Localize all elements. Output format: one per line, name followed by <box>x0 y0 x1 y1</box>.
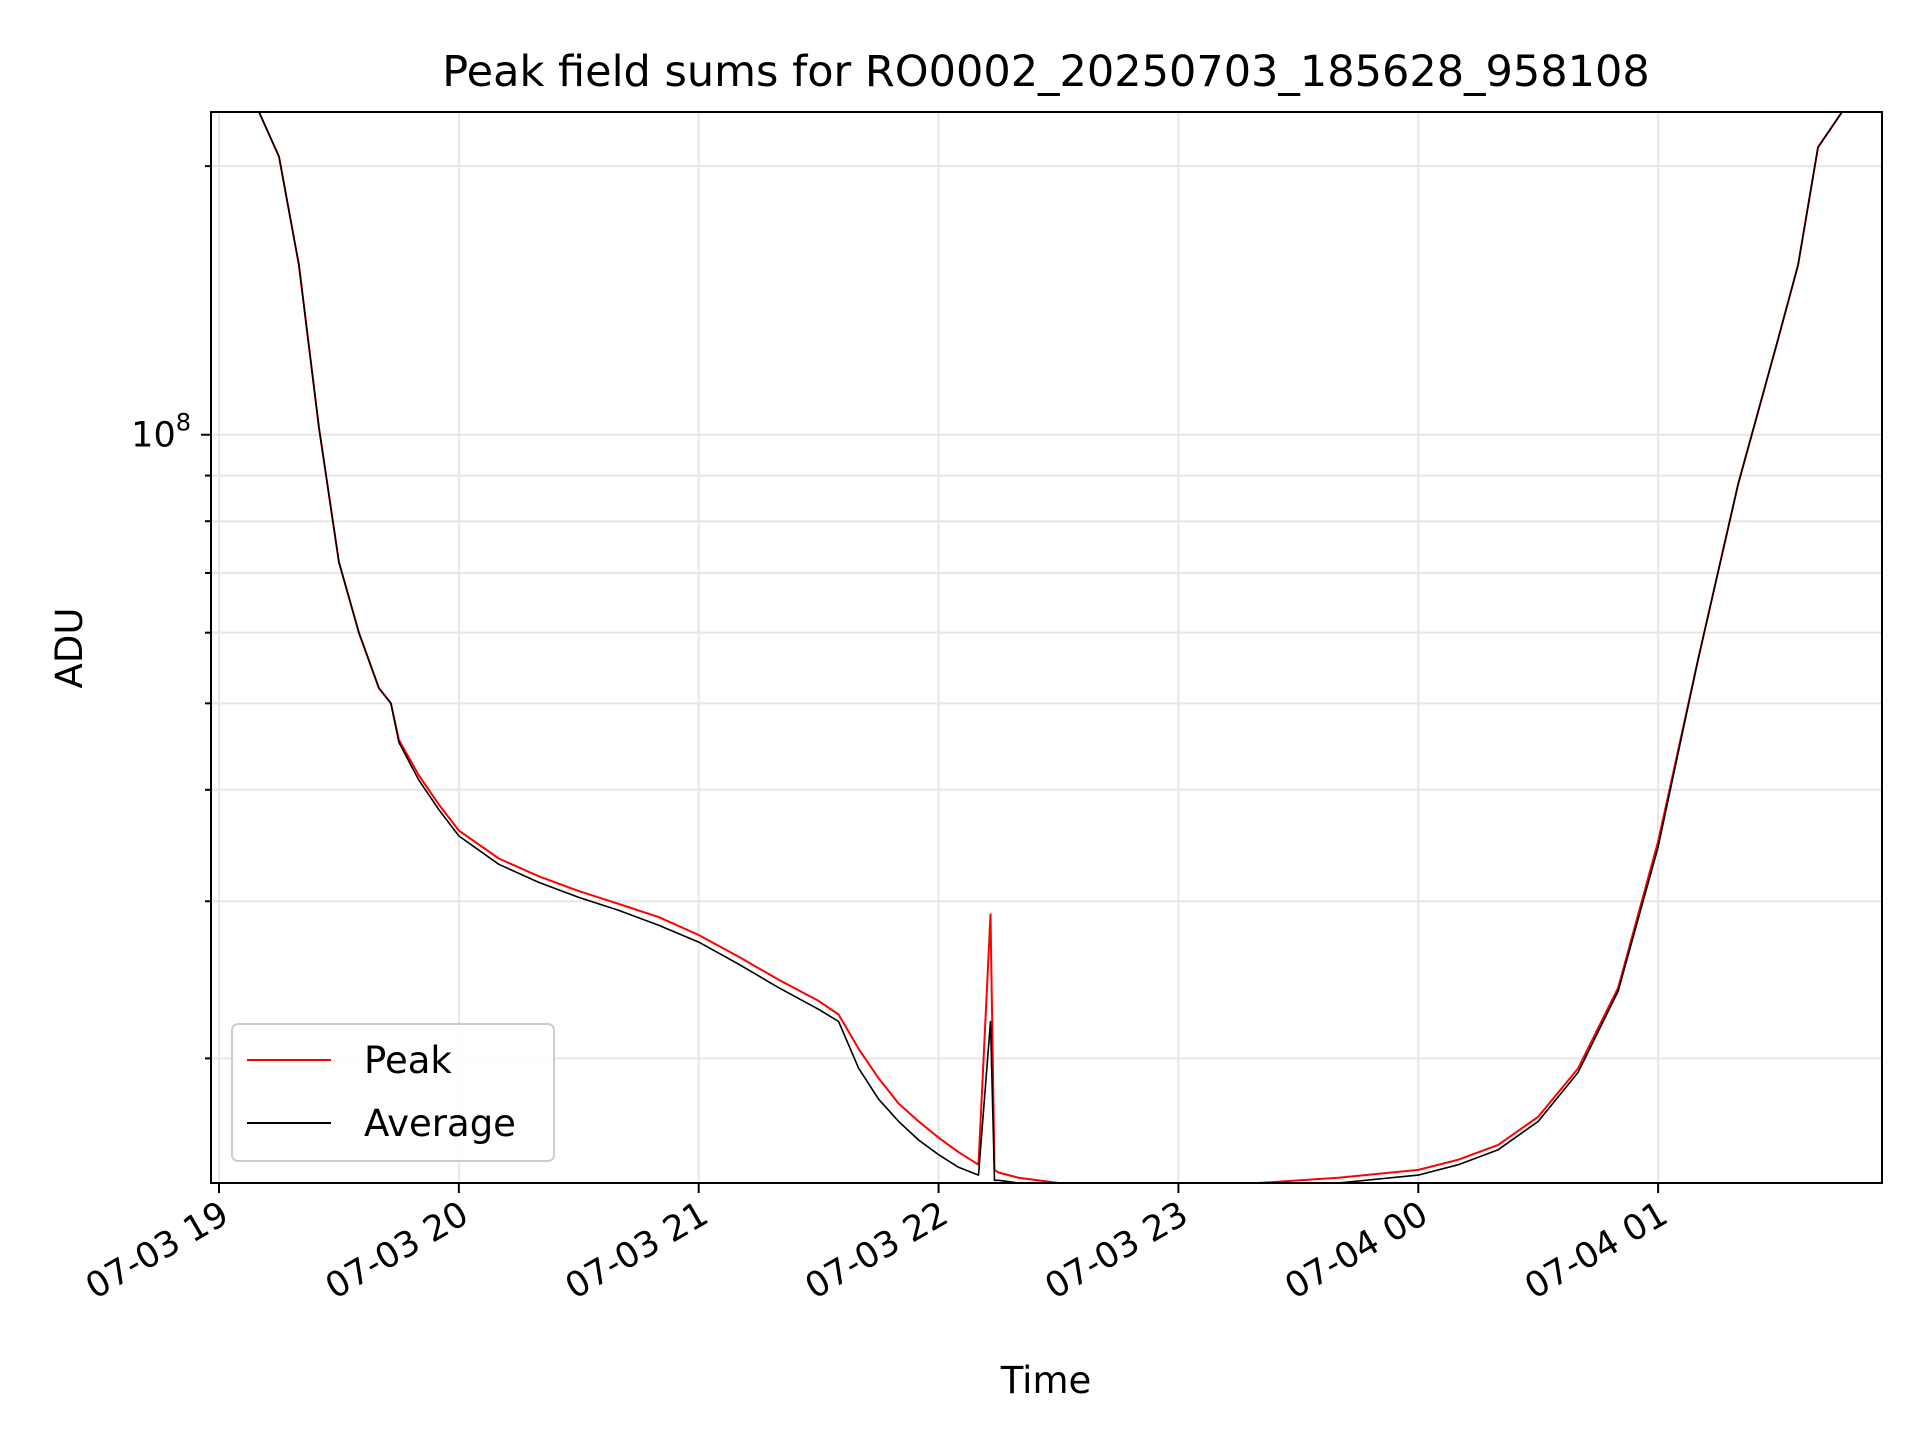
x-axis: 07-03 19 07-03 20 07-03 21 07-03 22 07-03 23… <box>79 1183 1675 1307</box>
y-axis: 108 <box>131 165 211 1060</box>
x-tick-label: 07-04 01 <box>1518 1194 1674 1307</box>
legend-box <box>231 1023 555 1162</box>
x-tick-label: 07-03 19 <box>79 1194 235 1307</box>
legend-label-average: Average <box>364 1102 516 1145</box>
x-tick-label: 07-04 00 <box>1278 1194 1434 1307</box>
plot-area-series <box>258 111 1843 1184</box>
x-tick-label: 07-03 22 <box>799 1194 955 1307</box>
legend-label-peak: Peak <box>364 1039 452 1082</box>
legend: Peak Average <box>231 1023 555 1162</box>
x-axis-label: Time <box>1000 1359 1092 1402</box>
x-tick-label: 07-03 21 <box>559 1194 715 1307</box>
chart-title: Peak field sums for RO0002_20250703_1856… <box>442 47 1649 97</box>
x-tick-label: 07-03 23 <box>1039 1194 1195 1307</box>
y-axis-label: ADU <box>48 608 91 689</box>
x-tick-label: 07-03 20 <box>319 1194 475 1307</box>
series-line-average <box>258 111 1843 1184</box>
y-tick-label: 108 <box>131 409 191 456</box>
series-line-peak <box>258 111 1843 1184</box>
plot-frame <box>210 111 1883 1184</box>
grid <box>211 112 1882 1183</box>
